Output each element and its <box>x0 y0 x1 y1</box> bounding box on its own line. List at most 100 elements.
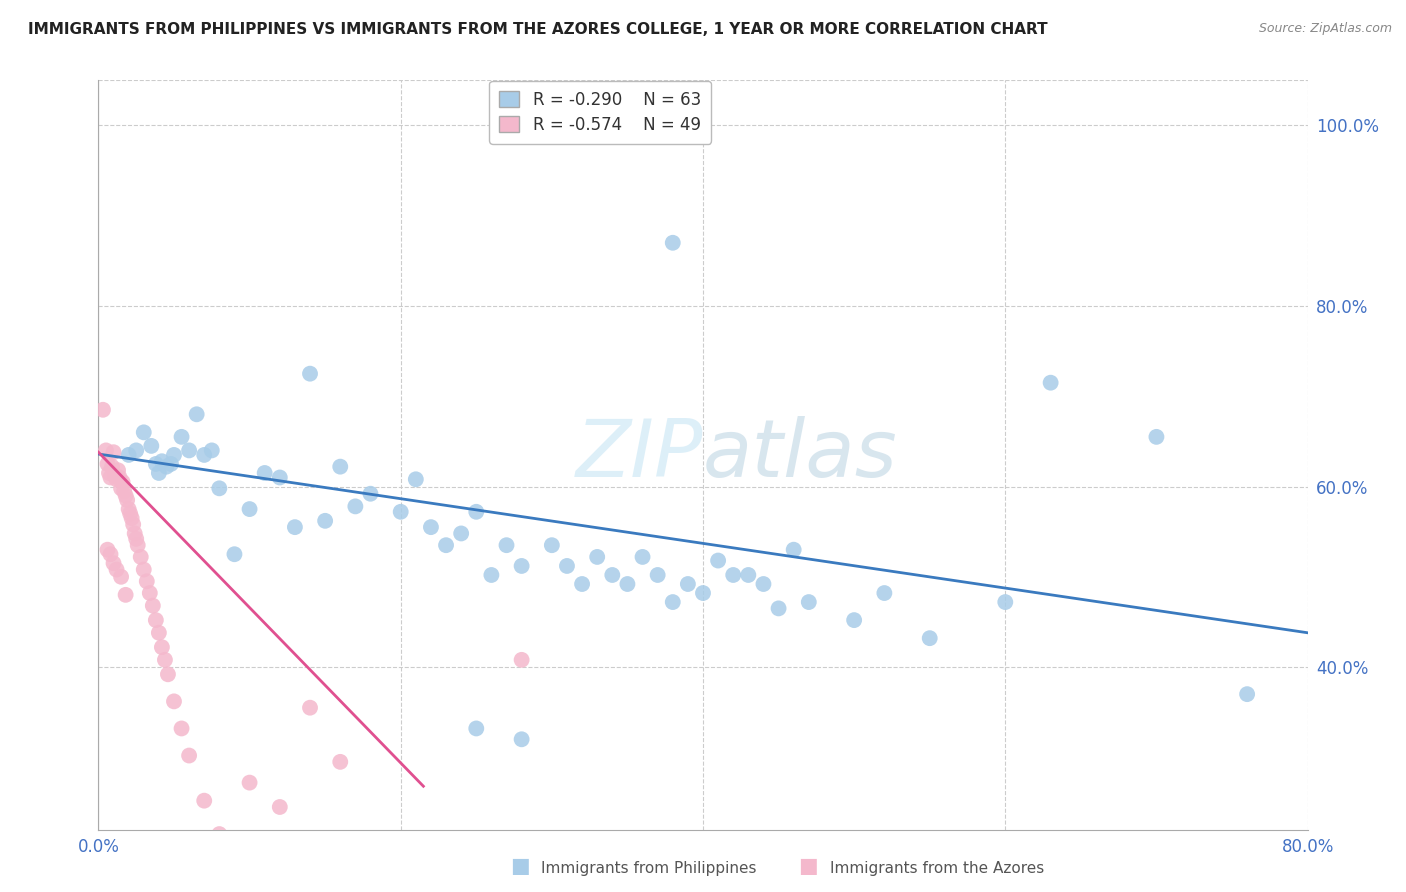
Point <box>105 472 128 486</box>
Point <box>122 517 145 532</box>
Point <box>101 459 124 474</box>
Point <box>153 653 176 667</box>
Point <box>1039 376 1062 390</box>
Point <box>495 538 517 552</box>
Point <box>110 481 132 495</box>
Point <box>510 558 533 573</box>
Point <box>186 407 208 421</box>
Point <box>299 367 322 381</box>
Point <box>103 556 125 570</box>
Point <box>329 459 352 474</box>
Point <box>844 613 866 627</box>
Point <box>389 505 412 519</box>
Point <box>253 466 276 480</box>
Point <box>125 443 148 458</box>
Point <box>179 748 201 763</box>
Point <box>450 526 472 541</box>
Point <box>179 443 201 458</box>
Text: ■: ■ <box>510 856 530 876</box>
Point <box>239 502 262 516</box>
Point <box>132 425 155 440</box>
Point <box>150 640 173 655</box>
Point <box>114 489 136 503</box>
Point <box>141 439 163 453</box>
Point <box>344 500 367 514</box>
Point <box>540 538 562 552</box>
Point <box>723 568 745 582</box>
Point <box>163 694 186 708</box>
Point <box>100 470 122 484</box>
Point <box>783 542 806 557</box>
Point <box>752 577 775 591</box>
Point <box>108 470 131 484</box>
Point <box>104 468 127 483</box>
Point <box>145 613 167 627</box>
Point <box>142 599 165 613</box>
Point <box>148 625 170 640</box>
Point <box>91 402 114 417</box>
Text: Immigrants from the Azores: Immigrants from the Azores <box>830 861 1043 876</box>
Text: IMMIGRANTS FROM PHILIPPINES VS IMMIGRANTS FROM THE AZORES COLLEGE, 1 YEAR OR MOR: IMMIGRANTS FROM PHILIPPINES VS IMMIGRANT… <box>28 22 1047 37</box>
Point <box>661 595 683 609</box>
Point <box>571 577 593 591</box>
Point <box>127 538 149 552</box>
Point <box>155 459 177 474</box>
Point <box>118 502 141 516</box>
Point <box>208 481 231 495</box>
Point <box>160 457 183 471</box>
Point <box>110 570 132 584</box>
Point <box>314 514 336 528</box>
Point <box>768 601 790 615</box>
Point <box>284 520 307 534</box>
Point <box>465 505 488 519</box>
Point <box>661 235 683 250</box>
Point <box>586 549 609 564</box>
Point <box>555 558 578 573</box>
Point <box>115 493 138 508</box>
Point <box>434 538 457 552</box>
Point <box>616 577 638 591</box>
Point <box>737 568 759 582</box>
Point <box>510 732 533 747</box>
Point <box>156 667 179 681</box>
Point <box>329 755 352 769</box>
Point <box>125 532 148 546</box>
Point <box>129 549 152 564</box>
Point <box>111 475 134 489</box>
Point <box>1144 430 1167 444</box>
Point <box>873 586 896 600</box>
Point <box>224 547 246 561</box>
Point <box>465 722 488 736</box>
Point <box>797 595 820 609</box>
Point <box>692 586 714 600</box>
Point <box>170 430 193 444</box>
Text: atlas: atlas <box>703 416 898 494</box>
Point <box>299 700 322 714</box>
Point <box>94 443 117 458</box>
Point <box>170 722 193 736</box>
Point <box>107 463 129 477</box>
Point <box>360 487 382 501</box>
Point <box>647 568 669 582</box>
Point <box>201 443 224 458</box>
Point <box>481 568 503 582</box>
Point <box>208 827 231 841</box>
Point <box>269 800 291 814</box>
Point <box>100 547 122 561</box>
Point <box>145 457 167 471</box>
Point <box>150 454 173 468</box>
Point <box>707 553 730 567</box>
Point <box>96 542 118 557</box>
Point <box>118 448 141 462</box>
Point <box>602 568 624 582</box>
Point <box>96 457 118 471</box>
Point <box>148 466 170 480</box>
Point <box>193 794 215 808</box>
Point <box>124 526 146 541</box>
Point <box>114 588 136 602</box>
Point <box>139 586 162 600</box>
Point <box>163 448 186 462</box>
Legend: R = -0.290    N = 63, R = -0.574    N = 49: R = -0.290 N = 63, R = -0.574 N = 49 <box>489 81 711 144</box>
Point <box>1236 687 1258 701</box>
Text: Immigrants from Philippines: Immigrants from Philippines <box>541 861 756 876</box>
